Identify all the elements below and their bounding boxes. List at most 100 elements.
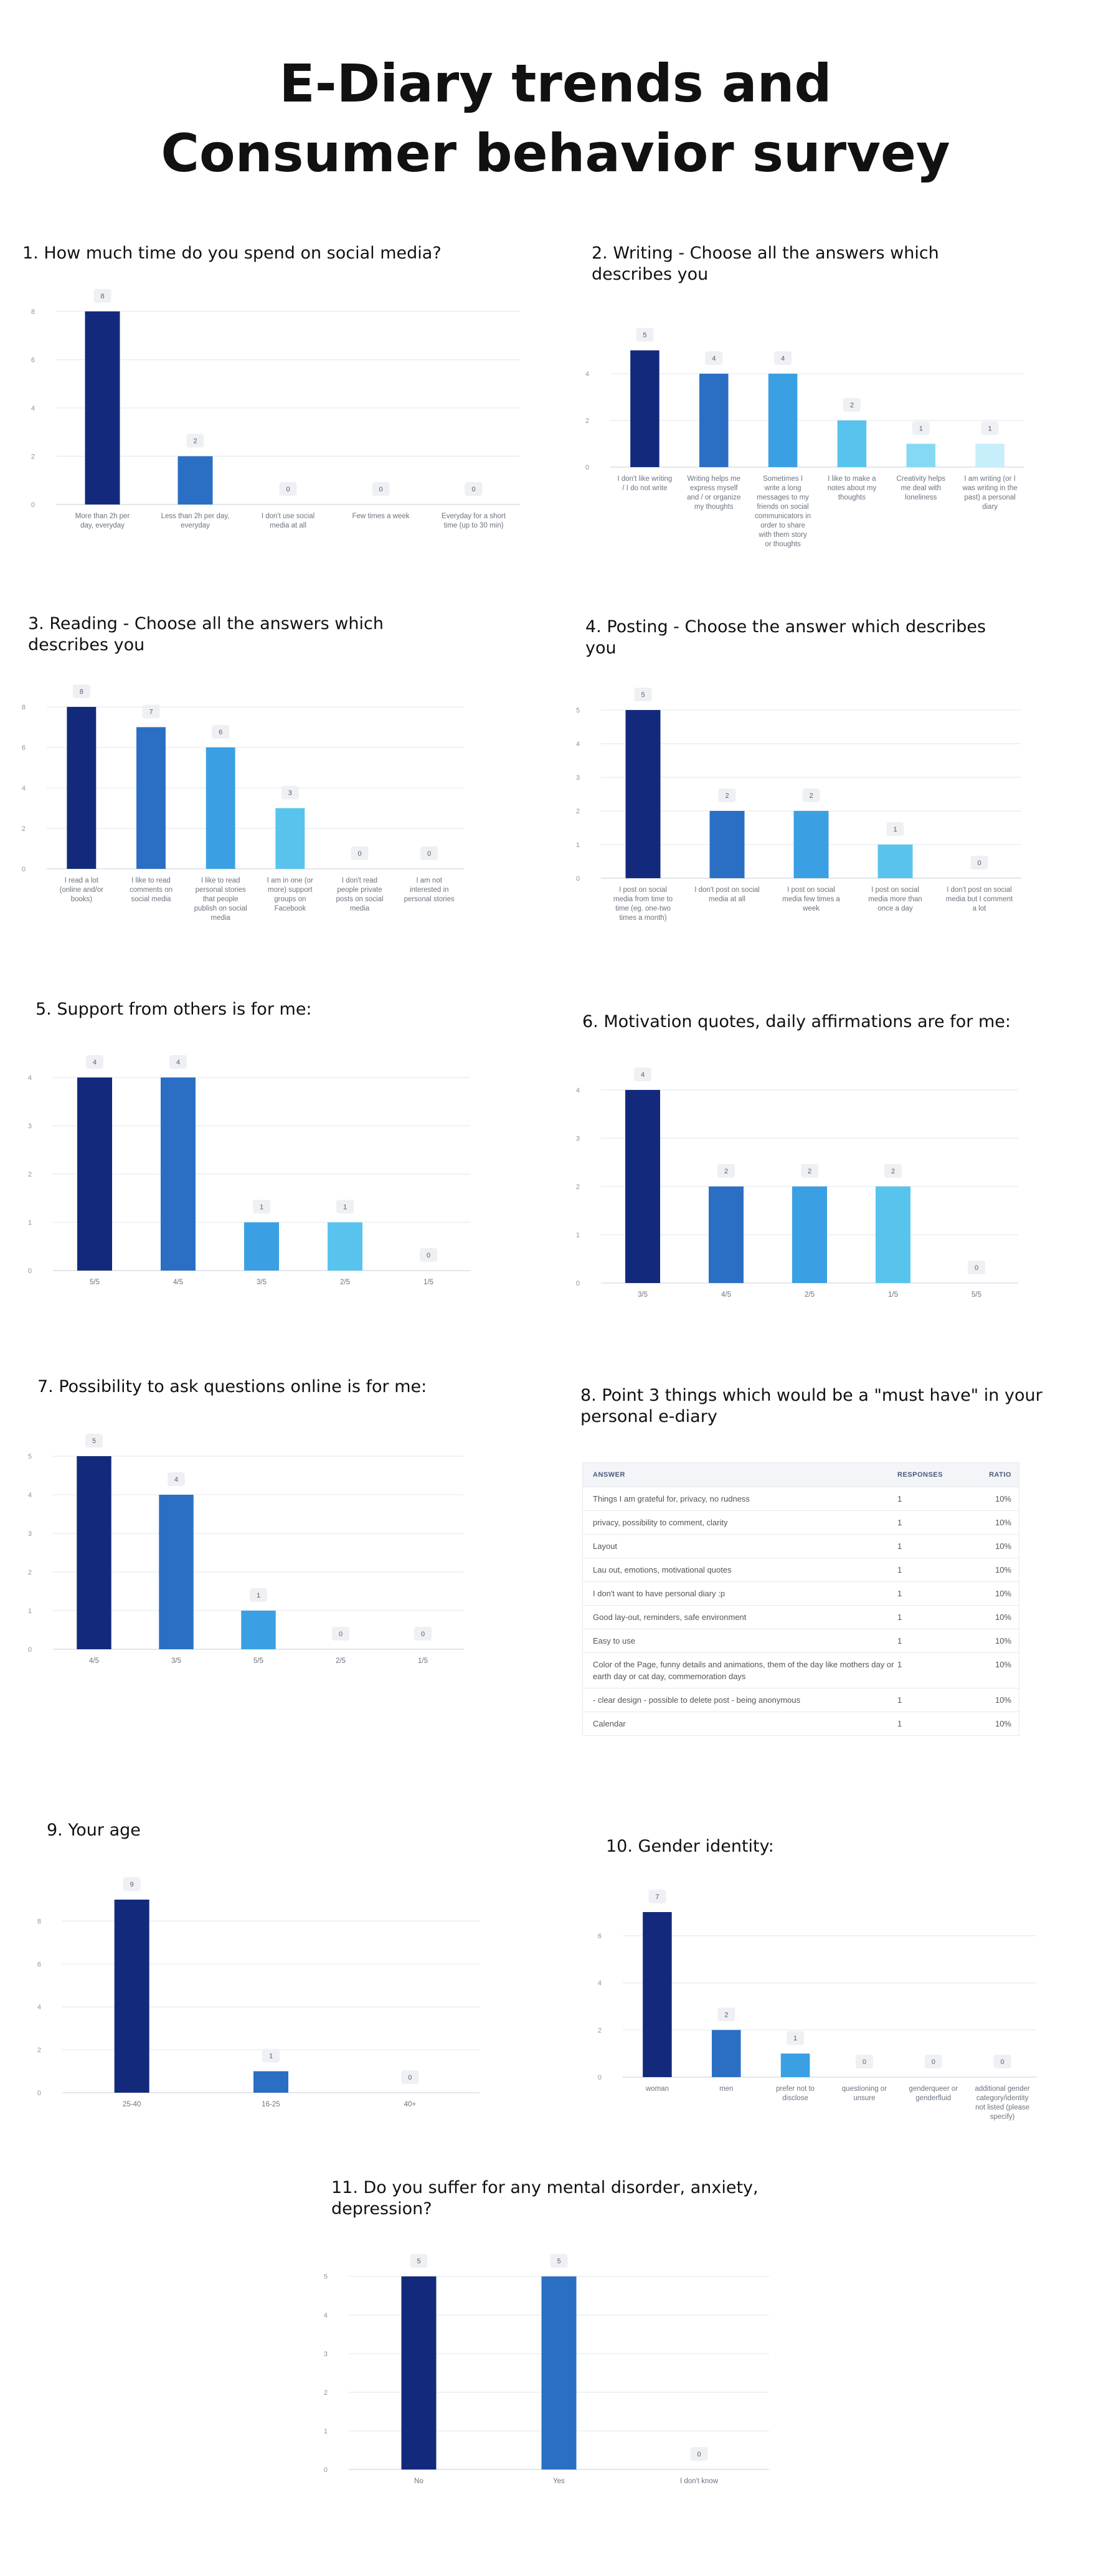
x-tick-label: More than 2h per — [75, 513, 130, 520]
chart-5-title: 5. Support from others is for me: — [35, 1000, 312, 1019]
table-row: - clear design - possible to delete post… — [583, 1688, 1019, 1712]
x-tick-label: Creativity helps — [896, 475, 945, 483]
x-tick-label: week — [802, 905, 820, 912]
x-tick-label: 2/5 — [340, 1279, 350, 1286]
value-badge — [636, 328, 654, 342]
data-label: 0 — [1001, 2058, 1005, 2066]
chart-2-title: 2. Writing - Choose all the answers whic… — [592, 244, 939, 284]
ratio-cell: 10% — [995, 1636, 1011, 1646]
x-tick-label: 5/5 — [253, 1657, 263, 1665]
x-tick-label: notes about my — [828, 485, 877, 492]
page-title-line-1: E-Diary trends and — [279, 53, 832, 114]
x-tick-label: 16-25 — [262, 2101, 280, 2108]
data-label: 2 — [809, 792, 813, 800]
value-badge — [420, 846, 438, 860]
y-tick-label: 1 — [576, 1232, 580, 1239]
column-header-ratio: RATIO — [989, 1470, 1011, 1479]
value-badge — [717, 2007, 735, 2022]
bar — [253, 2071, 288, 2093]
value-badge — [86, 1055, 103, 1069]
y-tick-label: 8 — [22, 704, 26, 711]
x-tick-label: was writing in the — [962, 485, 1017, 492]
bar — [793, 811, 829, 878]
y-tick-label: 2 — [28, 1171, 32, 1178]
x-tick-label: Yes — [553, 2478, 565, 2485]
x-tick-label: 4/5 — [721, 1291, 731, 1299]
x-tick-label: once a day — [877, 905, 913, 912]
bar — [77, 1077, 112, 1271]
table-row: Good lay-out, reminders, safe environmen… — [583, 1605, 1019, 1629]
x-tick-label: or thoughts — [765, 541, 801, 548]
y-tick-label: 4 — [324, 2312, 328, 2319]
value-badge — [168, 1472, 185, 1486]
x-tick-label: Facebook — [275, 905, 306, 912]
answer-cell: Calendar — [593, 1719, 626, 1728]
ratio-cell: 10% — [995, 1494, 1011, 1503]
x-tick-label: messages to my — [757, 494, 809, 501]
y-tick-label: 3 — [576, 774, 580, 782]
ratio-cell: 10% — [995, 1518, 1011, 1527]
value-badge — [212, 725, 230, 739]
x-tick-label: 2/5 — [336, 1657, 346, 1665]
x-tick-label: Everyday for a short — [442, 513, 506, 520]
bar — [780, 2053, 810, 2077]
responses-cell: 1 — [897, 1660, 902, 1669]
bar — [975, 443, 1005, 467]
y-tick-label: 4 — [576, 741, 580, 748]
responses-cell: 1 — [897, 1636, 902, 1646]
y-tick-label: 3 — [28, 1123, 32, 1130]
responses-cell: 1 — [897, 1589, 902, 1598]
ratio-cell: 10% — [995, 1565, 1011, 1574]
bar — [630, 350, 660, 467]
bar — [709, 811, 745, 878]
x-tick-label: (online and/or — [60, 886, 103, 894]
value-badge — [968, 1261, 985, 1274]
responses-cell: 1 — [897, 1612, 902, 1622]
bar — [177, 456, 213, 504]
data-label: 2 — [891, 1168, 895, 1175]
x-tick-label: unsure — [853, 2095, 875, 2102]
column-header-responses: RESPONSES — [897, 1470, 943, 1479]
data-label: 0 — [697, 2451, 701, 2458]
data-label: 4 — [176, 1059, 180, 1066]
x-tick-label: media at all — [270, 522, 306, 529]
y-tick-label: 1 — [324, 2428, 328, 2435]
value-badge — [410, 2254, 428, 2268]
ratio-cell: 10% — [995, 1589, 1011, 1598]
value-badge — [72, 684, 90, 698]
ratio-cell: 10% — [995, 1612, 1011, 1622]
value-badge — [93, 289, 111, 303]
x-tick-label: 4/5 — [173, 1279, 183, 1286]
x-tick-label: media from time to — [613, 896, 673, 903]
ratio-cell: 10% — [995, 1695, 1011, 1705]
x-tick-label: specify) — [990, 2113, 1015, 2121]
data-label: 0 — [977, 859, 981, 867]
data-label: 1 — [919, 425, 923, 433]
value-badge — [787, 2031, 805, 2045]
x-tick-label: time (up to 30 min) — [444, 522, 504, 529]
value-badge — [281, 785, 299, 800]
data-label: 6 — [219, 729, 222, 736]
y-tick-label: 5 — [28, 1453, 32, 1461]
y-tick-label: 3 — [324, 2351, 328, 2358]
chart-7-title: 7. Possibility to ask questions online i… — [37, 1377, 427, 1396]
answer-cell: Good lay-out, reminders, safe environmen… — [593, 1612, 747, 1622]
value-badge — [372, 482, 390, 496]
bar — [401, 2276, 437, 2469]
x-tick-label: more) support — [268, 886, 313, 894]
data-label: 5 — [92, 1437, 96, 1445]
x-tick-label: genderfluid — [915, 2095, 951, 2102]
answer-cell: Things I am grateful for, privacy, no ru… — [593, 1494, 750, 1503]
value-badge — [648, 1890, 666, 1903]
ratio-cell: 10% — [995, 1660, 1011, 1669]
bar — [159, 1495, 194, 1649]
x-tick-label: time (eg. one-two — [615, 905, 671, 912]
x-tick-label: not listed (please — [975, 2104, 1029, 2111]
table-8-title: 8. Point 3 things which would be a "must… — [580, 1386, 1042, 1426]
x-tick-label: media few times a — [782, 896, 840, 903]
value-badge — [634, 688, 652, 701]
x-tick-label: comments on — [130, 886, 173, 894]
value-badge — [169, 1055, 187, 1069]
value-badge — [550, 2254, 568, 2268]
y-tick-label: 2 — [22, 825, 26, 833]
